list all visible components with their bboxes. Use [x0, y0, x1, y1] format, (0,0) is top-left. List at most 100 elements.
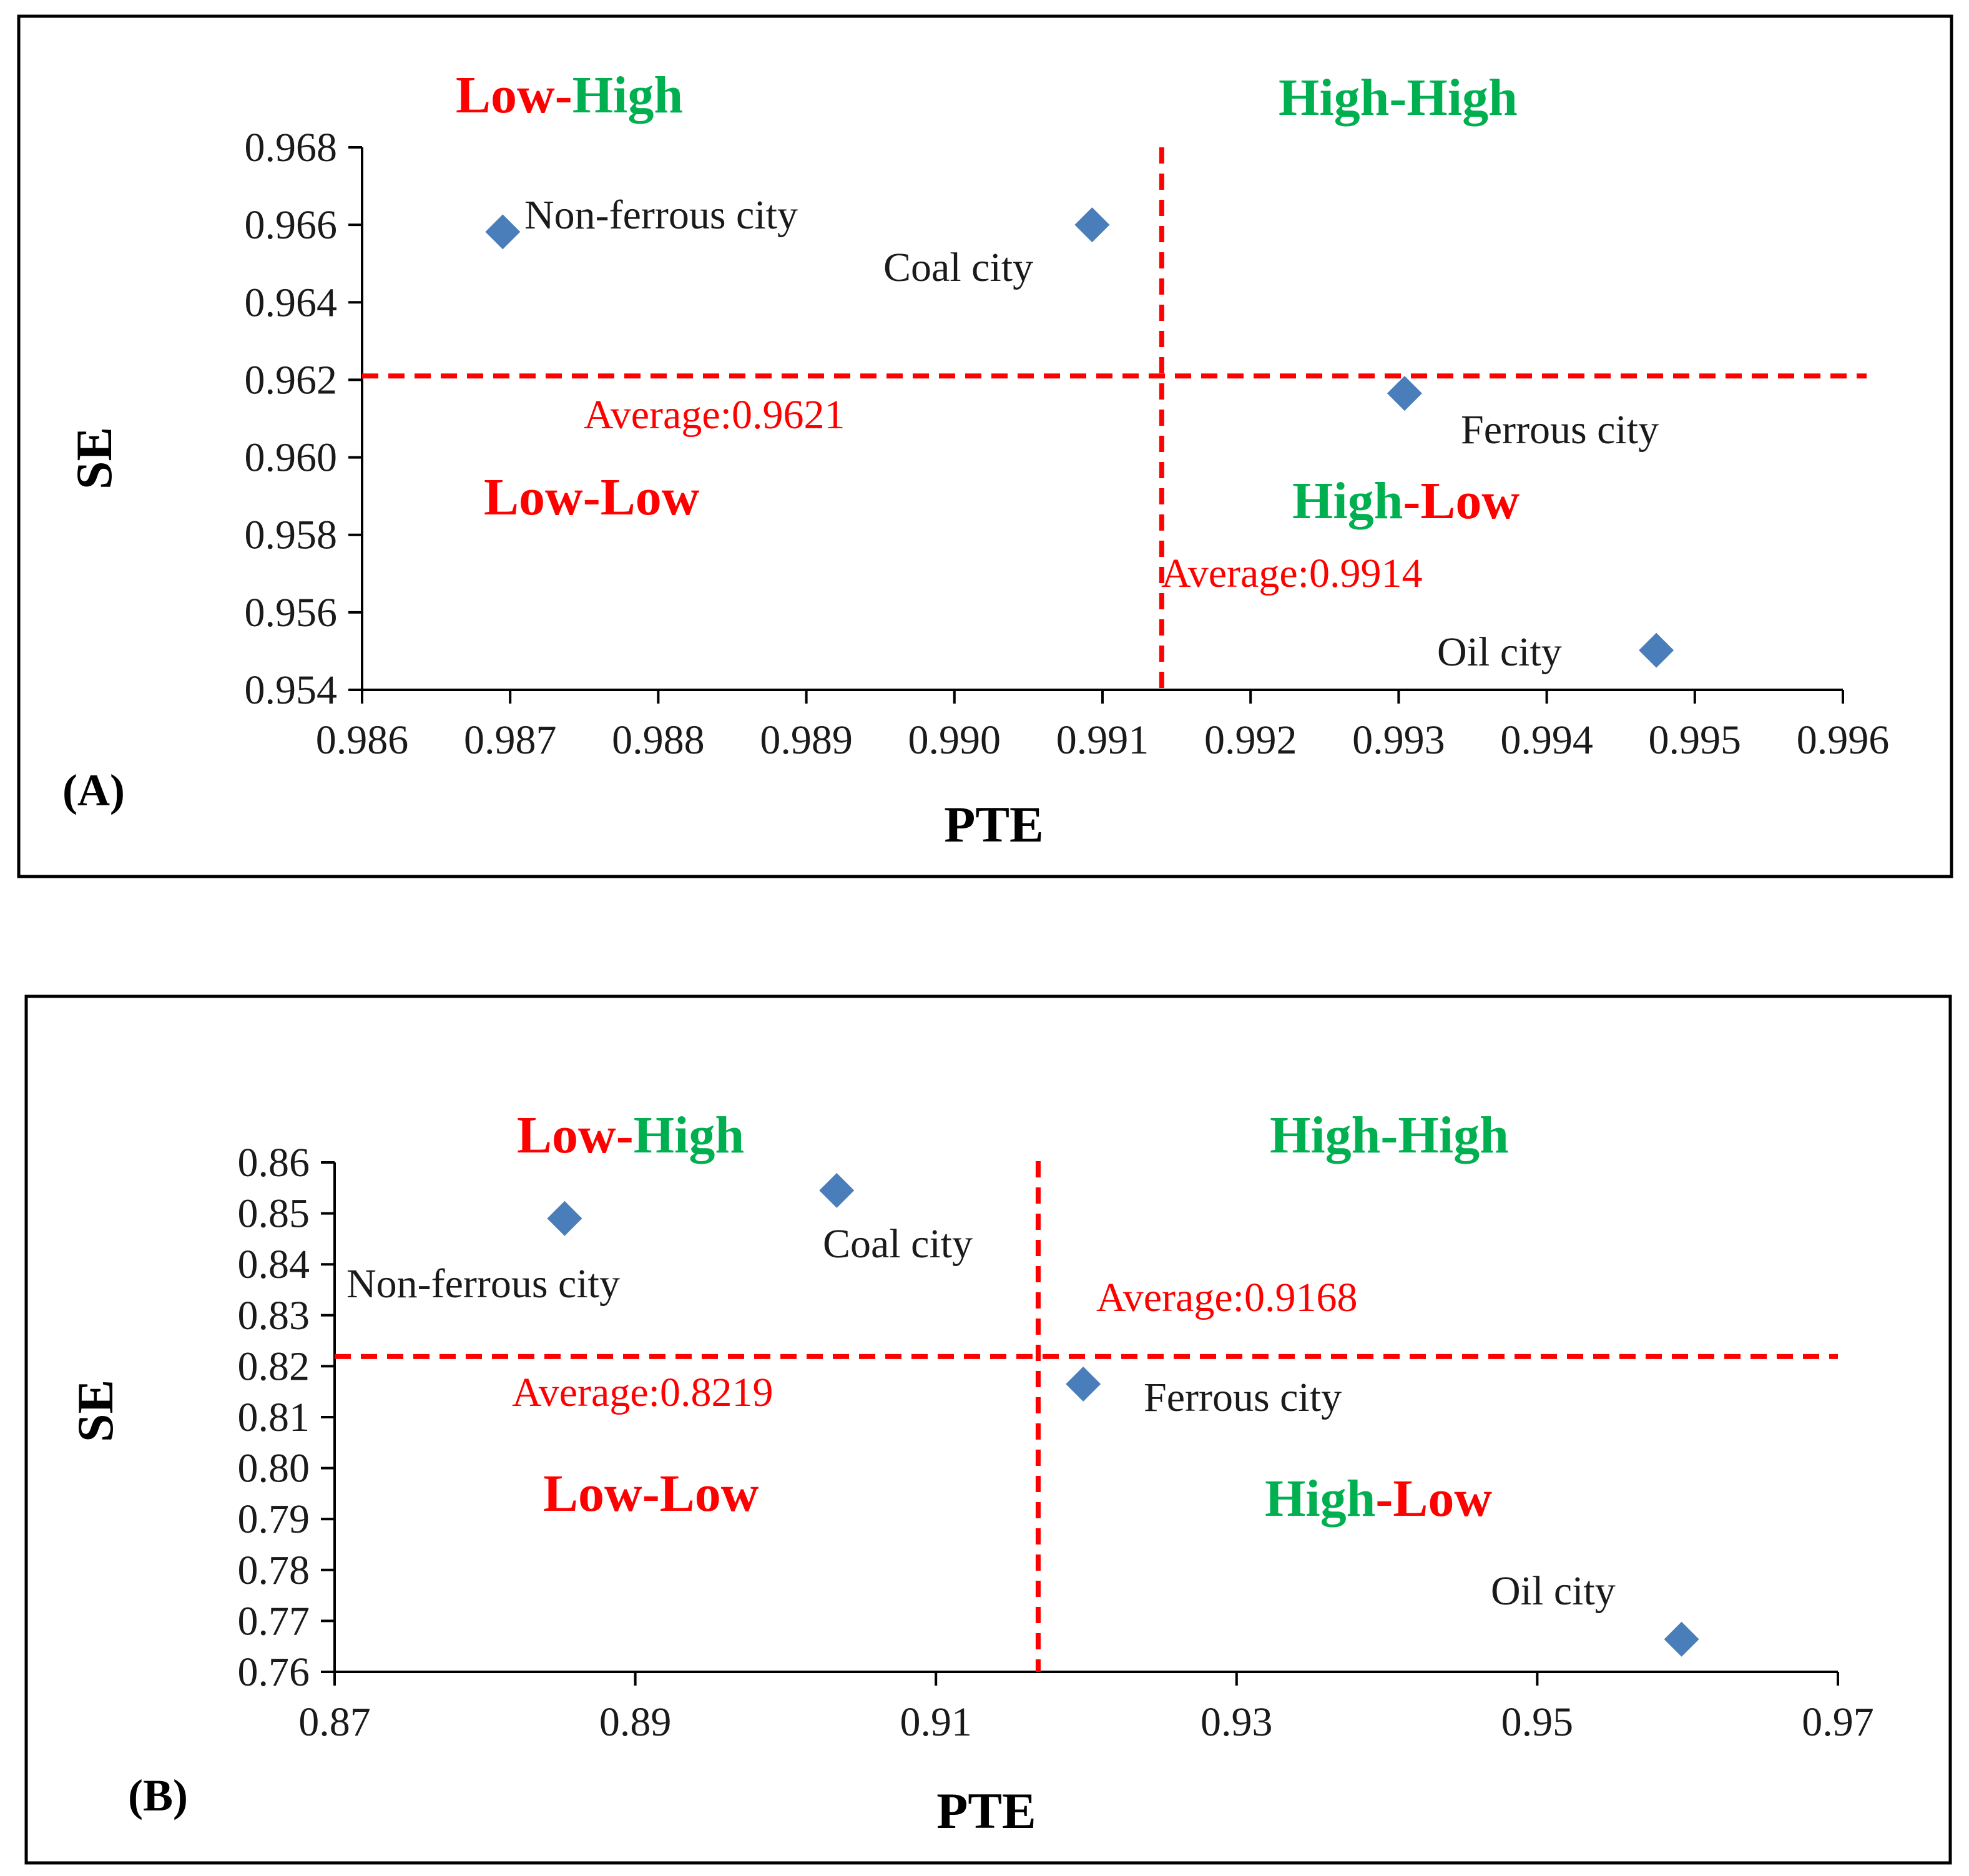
x-tick-label: 0.994 [1500, 717, 1593, 763]
point-ferrous-city [1066, 1366, 1101, 1402]
quadrant-label-high-low-a: High-Low [1292, 472, 1520, 530]
quadrant-dash: - [616, 1106, 634, 1164]
panel-b-x-axis-title: PTE [936, 1782, 1036, 1839]
panel-b-labels: PTE SE (B) Non-ferrous city Coal city Fe… [67, 1106, 1616, 1839]
average-label-se-a: Average:0.9621 [584, 392, 845, 438]
point-oil-city [1664, 1621, 1699, 1657]
y-tick-label: 0.76 [238, 1649, 310, 1695]
panel-b-x-ticks: 0.87 0.89 0.91 0.93 0.95 0.97 [298, 1672, 1874, 1745]
quadrant-word-low: Low [484, 468, 583, 526]
point-label-non-ferrous-b: Non-ferrous city [346, 1261, 620, 1307]
y-tick-label: 0.968 [245, 125, 338, 170]
x-tick-label: 0.93 [1201, 1699, 1273, 1745]
panel-b-y-ticks: 0.76 0.77 0.78 0.79 0.80 0.81 0.82 0.83 0.84 0.85… [238, 1140, 335, 1695]
panel-b-points [547, 1172, 1699, 1657]
x-tick-label: 0.95 [1501, 1699, 1574, 1745]
quadrant-label-low-low-a: Low-Low [484, 468, 700, 526]
quadrant-word-high: High [572, 66, 683, 124]
panel-a-frame [17, 14, 1953, 878]
point-label-ferrous-a: Ferrous city [1461, 407, 1659, 453]
quadrant-word-high: High [1407, 69, 1517, 127]
point-label-ferrous-b: Ferrous city [1144, 1375, 1342, 1420]
quadrant-label-high-low-b: High-Low [1265, 1470, 1492, 1528]
quadrant-word-low: Low [601, 468, 700, 526]
x-tick-label: 0.987 [464, 717, 557, 763]
panel-b-y-axis-title: SE [67, 1380, 124, 1442]
quadrant-word-high: High [1265, 1470, 1375, 1528]
panel-a-average-lines [362, 147, 1867, 690]
point-non-ferrous-city [485, 214, 521, 250]
y-tick-label: 0.80 [238, 1446, 310, 1491]
quadrant-word-high: High [634, 1106, 744, 1164]
quadrant-dash: - [583, 468, 601, 526]
point-label-non-ferrous-a: Non-ferrous city [524, 192, 798, 238]
y-tick-label: 0.964 [245, 280, 338, 325]
y-tick-label: 0.85 [238, 1191, 310, 1237]
point-label-coal-a: Coal city [883, 245, 1033, 290]
panel-a-x-ticks: 0.986 0.987 0.988 0.989 0.990 0.991 0.992 0.993… [316, 690, 1890, 763]
point-ferrous-city [1387, 376, 1422, 411]
y-tick-label: 0.77 [238, 1598, 310, 1644]
panel-a-y-ticks: 0.954 0.956 0.958 0.960 0.962 0.964 0.966 0.968 [245, 125, 362, 713]
y-tick-label: 0.954 [245, 667, 338, 713]
point-label-oil-a: Oil city [1437, 629, 1562, 675]
y-tick-label: 0.82 [238, 1343, 310, 1389]
average-label-pte-b: Average:0.9168 [1096, 1275, 1357, 1320]
y-tick-label: 0.78 [238, 1548, 310, 1593]
x-tick-label: 0.89 [599, 1699, 672, 1745]
panel-b-average-lines [335, 1161, 1838, 1672]
x-tick-label: 0.989 [760, 717, 853, 763]
quadrant-word-low: Low [1393, 1470, 1492, 1528]
quadrant-dash: - [1389, 69, 1407, 127]
x-tick-label: 0.993 [1352, 717, 1445, 763]
x-tick-label: 0.996 [1797, 717, 1890, 763]
quadrant-dash: - [1380, 1106, 1398, 1164]
x-tick-label: 0.988 [612, 717, 705, 763]
panel-a-label: (A) [62, 765, 125, 815]
y-tick-label: 0.84 [238, 1242, 310, 1287]
x-tick-label: 0.87 [298, 1699, 371, 1745]
panel-b-frame [24, 994, 1952, 1865]
quadrant-label-high-high-b: High-High [1270, 1106, 1509, 1164]
y-tick-label: 0.958 [245, 513, 338, 558]
y-tick-label: 0.86 [238, 1140, 310, 1186]
panel-a-labels: PTE SE (A) Non-ferrous city Coal city Fe… [62, 66, 1659, 853]
y-tick-label: 0.83 [238, 1293, 310, 1338]
quadrant-dash: - [1375, 1470, 1393, 1528]
average-label-se-b: Average:0.8219 [512, 1370, 773, 1415]
y-tick-label: 0.962 [245, 357, 338, 403]
x-tick-label: 0.91 [900, 1699, 972, 1745]
quadrant-word-low: Low [660, 1465, 759, 1523]
point-label-coal-b: Coal city [823, 1221, 973, 1267]
average-label-pte-a: Average:0.9914 [1161, 551, 1422, 596]
panel-a-y-axis-title: SE [66, 427, 122, 489]
panel-b-label: (B) [128, 1770, 188, 1820]
x-tick-label: 0.995 [1649, 717, 1742, 763]
quadrant-label-low-low-b: Low-Low [543, 1465, 759, 1523]
quadrant-word-low: Low [456, 66, 555, 124]
quadrant-word-low: Low [1420, 472, 1520, 530]
x-tick-label: 0.986 [316, 717, 409, 763]
quadrant-word-high: High [1398, 1106, 1508, 1164]
quadrant-dash: - [642, 1465, 660, 1523]
quadrant-dash: - [555, 66, 572, 124]
x-tick-label: 0.990 [908, 717, 1001, 763]
quadrant-word-low: Low [543, 1465, 642, 1523]
quadrant-word-high: High [1279, 69, 1389, 127]
y-tick-label: 0.956 [245, 590, 338, 636]
panel-a-x-axis-title: PTE [944, 796, 1043, 853]
quadrant-dash: - [1403, 472, 1420, 530]
quadrant-word-high: High [1270, 1106, 1380, 1164]
y-tick-label: 0.966 [245, 202, 338, 248]
y-tick-label: 0.960 [245, 435, 338, 481]
quadrant-label-low-high-a: Low-High [456, 66, 683, 124]
panel-a-points [485, 207, 1674, 668]
quadrant-word-high: High [1292, 472, 1403, 530]
y-tick-label: 0.81 [238, 1395, 310, 1440]
panel-b: 0.76 0.77 0.78 0.79 0.80 0.81 0.82 0.83 0.84 0.85… [24, 994, 1952, 1865]
quadrant-word-low: Low [517, 1106, 616, 1164]
point-coal-city [819, 1172, 855, 1208]
point-label-oil-b: Oil city [1491, 1568, 1616, 1614]
point-non-ferrous-city [547, 1201, 582, 1236]
